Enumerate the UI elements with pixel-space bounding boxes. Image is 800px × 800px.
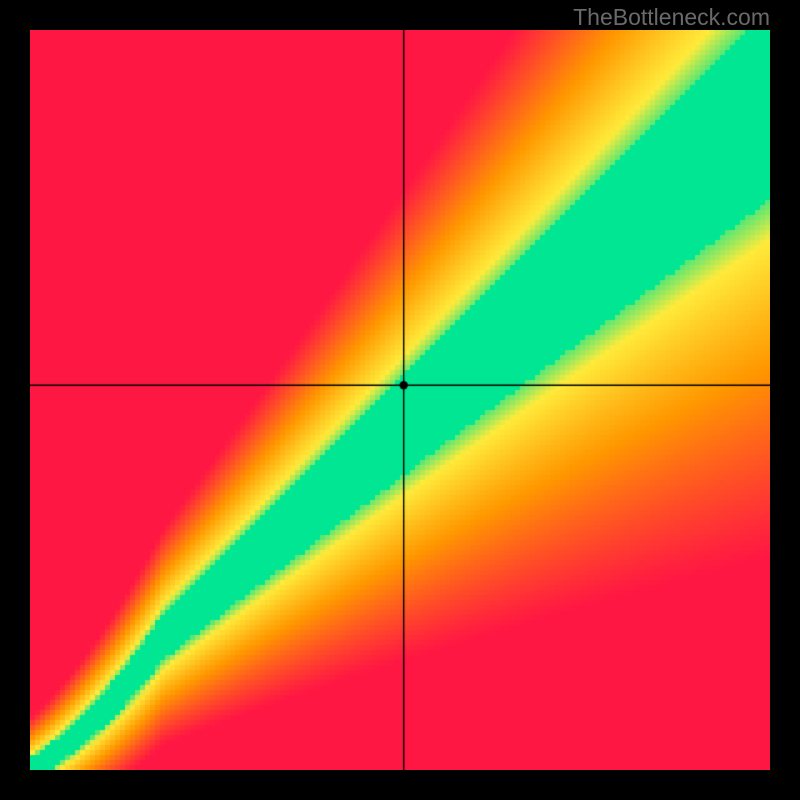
bottleneck-heatmap xyxy=(30,30,770,770)
watermark-text: TheBottleneck.com xyxy=(573,4,770,31)
chart-container: TheBottleneck.com xyxy=(0,0,800,800)
